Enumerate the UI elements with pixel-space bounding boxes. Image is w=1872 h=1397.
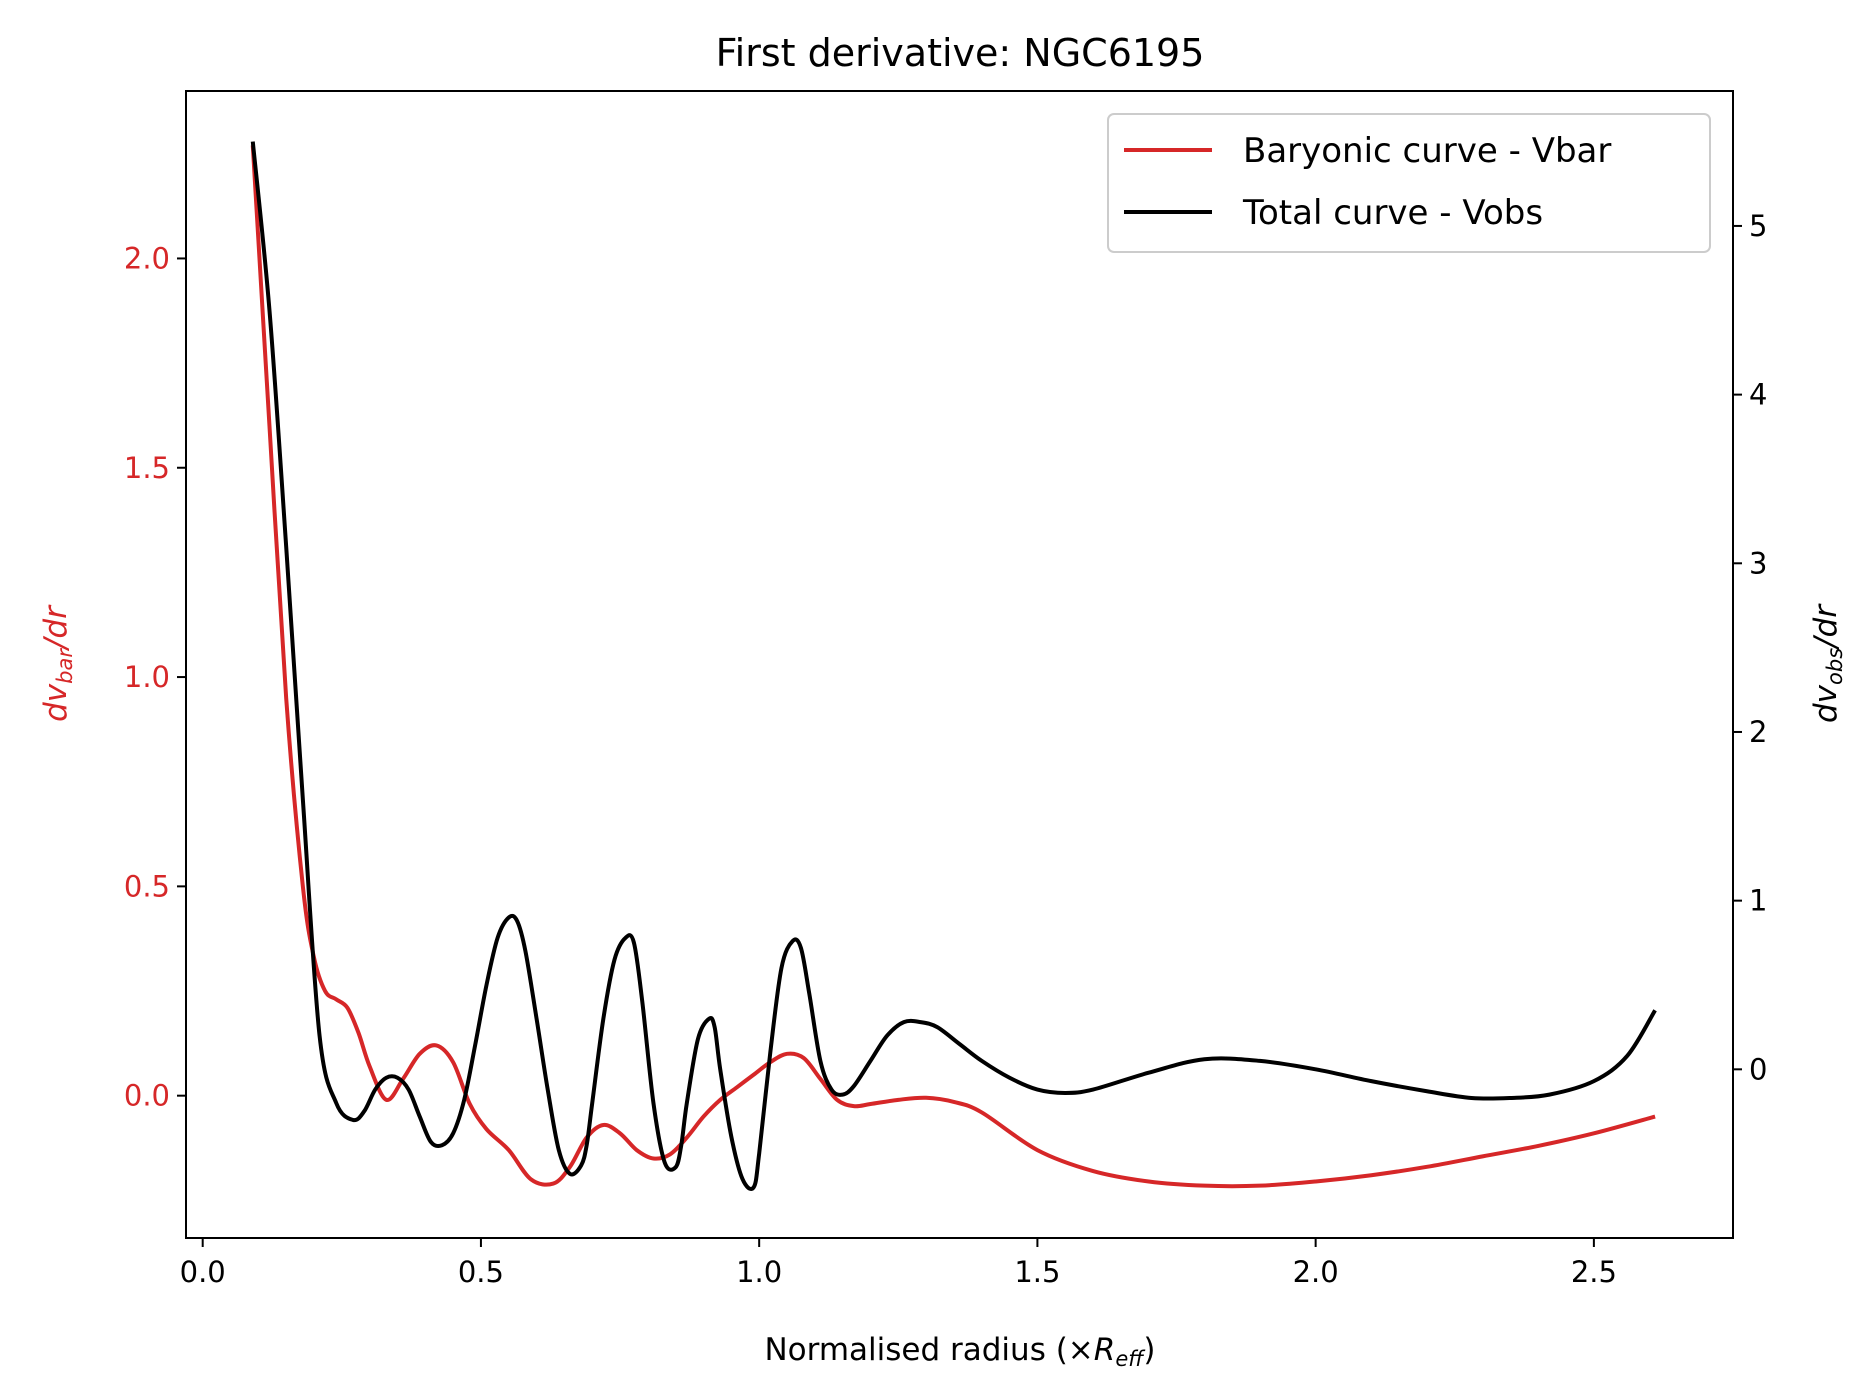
legend-label-vbar: Baryonic curve - Vbar [1243, 131, 1611, 171]
y-right-tick-label: 1 [1749, 884, 1767, 918]
y-right-tick-label: 4 [1749, 378, 1767, 412]
x-tick-label: 2.5 [1571, 1255, 1617, 1289]
y-left-axis-label: dvbar/dr [38, 604, 77, 722]
y-right-tick-label: 5 [1749, 209, 1767, 243]
y-right-tick-label: 0 [1749, 1052, 1767, 1086]
series-layer [250, 141, 1657, 1192]
x-tick-label: 2.0 [1293, 1255, 1339, 1289]
x-tick-label: 1.0 [736, 1255, 782, 1289]
plot-frame [185, 90, 1734, 1239]
y-left-tick-label: 2.0 [124, 241, 170, 275]
chart-title: First derivative: NGC6195 [716, 31, 1205, 75]
y-right-axis-label: dvobs/dr [1808, 603, 1847, 723]
legend-box [1107, 113, 1711, 253]
y-right-tick-label: 3 [1749, 546, 1767, 580]
legend: Baryonic curve - Vbar Total curve - Vobs [1107, 113, 1711, 253]
y-right-axis-ticks: 0 1 2 3 4 5 [1733, 209, 1767, 1086]
y-left-tick-label: 1.5 [124, 451, 170, 485]
y-left-axis-ticks: 0.0 0.5 1.0 1.5 2.0 [124, 241, 186, 1113]
y-left-tick-label: 1.0 [124, 660, 170, 694]
series-line-vobs [250, 141, 1657, 1192]
x-axis-ticks: 0.0 0.5 1.0 1.5 2.0 2.5 [180, 1238, 1617, 1289]
y-left-tick-label: 0.5 [124, 869, 170, 903]
series-line-vbar [250, 145, 1656, 1189]
x-tick-label: 1.5 [1014, 1255, 1060, 1289]
plot-area [185, 90, 1734, 1239]
x-axis-label: Normalised radius (×Reff) [764, 1332, 1155, 1371]
legend-label-vobs: Total curve - Vobs [1242, 193, 1543, 233]
y-left-tick-label: 0.0 [124, 1079, 170, 1113]
x-tick-label: 0.0 [180, 1255, 226, 1289]
y-right-tick-label: 2 [1749, 715, 1767, 749]
x-tick-label: 0.5 [458, 1255, 504, 1289]
